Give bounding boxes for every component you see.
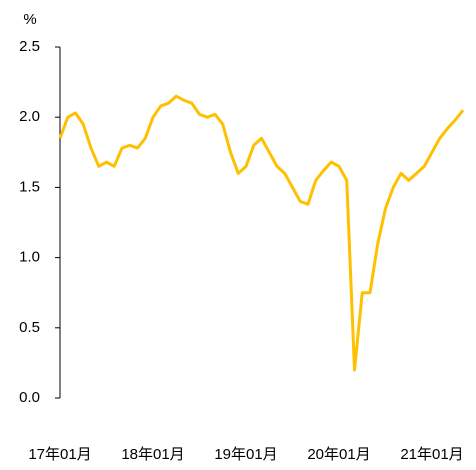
y-tick-label: 0.5: [19, 319, 40, 336]
x-tick-label: 18年01月: [121, 446, 184, 463]
x-tick-label: 20年01月: [307, 446, 370, 463]
x-tick-label: 17年01月: [28, 446, 91, 463]
y-tick-label: 1.0: [19, 249, 40, 266]
y-tick-label: 2.5: [19, 38, 40, 55]
x-tick-label: 21年01月: [400, 446, 463, 463]
y-axis-unit: %: [23, 11, 36, 28]
y-tick-label: 1.5: [19, 178, 40, 195]
y-tick-label: 2.0: [19, 108, 40, 125]
y-tick-label: 0.0: [19, 389, 40, 406]
data-line: [58, 94, 465, 372]
x-tick-label: 19年01月: [214, 446, 277, 463]
